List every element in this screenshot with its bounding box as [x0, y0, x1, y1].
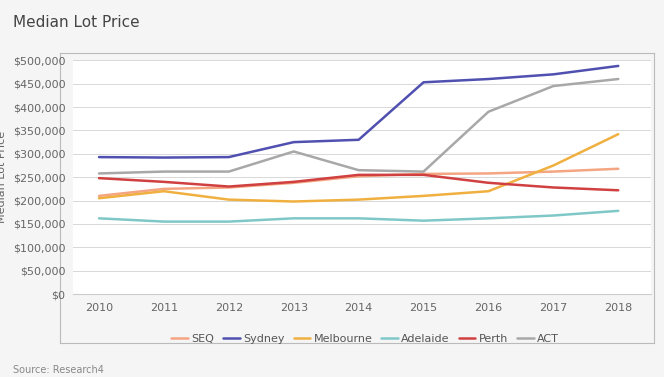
SEQ — [614, 167, 622, 171]
ACT — [420, 169, 428, 174]
Melbourne — [485, 189, 493, 193]
Melbourne — [160, 189, 168, 193]
Sydney — [420, 80, 428, 84]
Perth — [290, 179, 297, 184]
ACT — [225, 169, 233, 174]
ACT — [290, 149, 297, 154]
Perth — [614, 188, 622, 193]
Adelaide — [485, 216, 493, 221]
Line: Perth: Perth — [99, 175, 618, 190]
Line: Melbourne: Melbourne — [99, 134, 618, 201]
Adelaide — [420, 218, 428, 223]
Sydney — [549, 72, 557, 77]
Sydney — [160, 155, 168, 160]
SEQ — [355, 174, 363, 179]
Perth — [485, 181, 493, 185]
Sydney — [225, 155, 233, 159]
ACT — [614, 77, 622, 81]
ACT — [549, 84, 557, 88]
Melbourne — [225, 198, 233, 202]
ACT — [485, 109, 493, 114]
SEQ — [290, 181, 297, 185]
Melbourne — [420, 194, 428, 198]
Sydney — [485, 77, 493, 81]
SEQ — [485, 171, 493, 176]
Adelaide — [549, 213, 557, 218]
SEQ — [549, 169, 557, 174]
Text: Source: Research4: Source: Research4 — [13, 365, 104, 375]
ACT — [95, 171, 103, 176]
ACT — [355, 168, 363, 172]
ACT — [160, 169, 168, 174]
Adelaide — [160, 219, 168, 224]
Adelaide — [225, 219, 233, 224]
Line: SEQ: SEQ — [99, 169, 618, 196]
SEQ — [420, 172, 428, 176]
Sydney — [290, 140, 297, 144]
Adelaide — [95, 216, 103, 221]
Perth — [225, 184, 233, 189]
Melbourne — [614, 132, 622, 136]
SEQ — [225, 185, 233, 190]
Text: Median Lot Price: Median Lot Price — [13, 15, 140, 30]
Perth — [95, 176, 103, 180]
Sydney — [614, 64, 622, 68]
Legend: SEQ, Sydney, Melbourne, Adelaide, Perth, ACT: SEQ, Sydney, Melbourne, Adelaide, Perth,… — [167, 330, 563, 349]
Sydney — [95, 155, 103, 159]
Perth — [420, 173, 428, 177]
Adelaide — [355, 216, 363, 221]
Melbourne — [549, 163, 557, 168]
Melbourne — [290, 199, 297, 204]
Adelaide — [290, 216, 297, 221]
Line: Sydney: Sydney — [99, 66, 618, 158]
Perth — [160, 179, 168, 184]
SEQ — [95, 194, 103, 198]
Adelaide — [614, 208, 622, 213]
Perth — [355, 173, 363, 177]
Line: Adelaide: Adelaide — [99, 211, 618, 222]
SEQ — [160, 187, 168, 191]
Perth — [549, 185, 557, 190]
Sydney — [355, 138, 363, 142]
Y-axis label: Median Lot Price: Median Lot Price — [0, 131, 7, 223]
Line: ACT: ACT — [99, 79, 618, 173]
Melbourne — [355, 198, 363, 202]
Melbourne — [95, 196, 103, 201]
